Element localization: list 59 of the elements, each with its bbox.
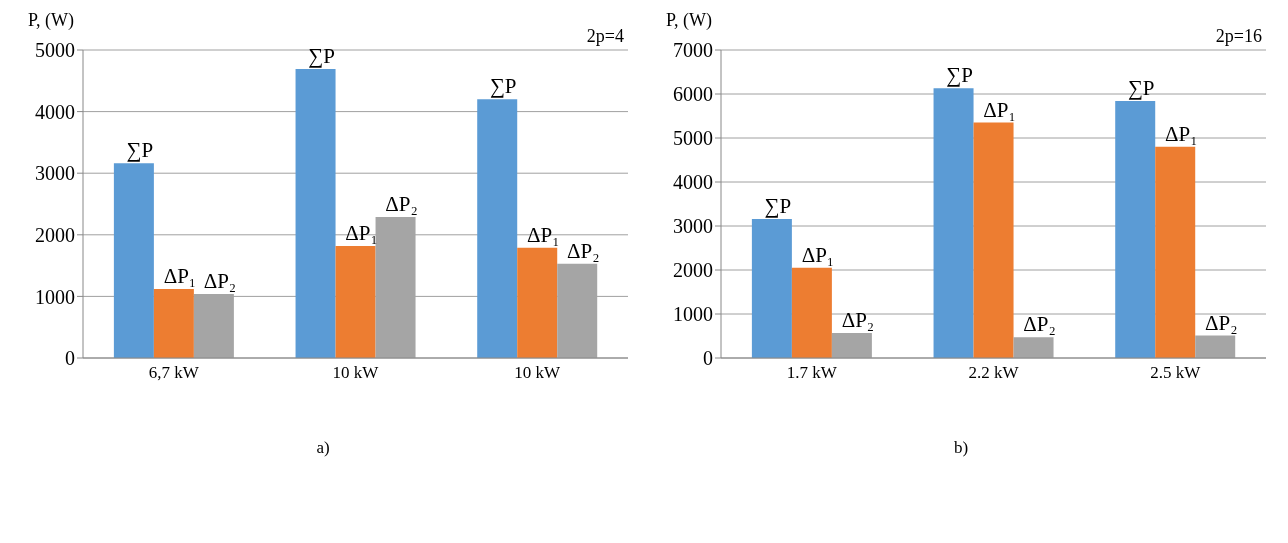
y-tick-label: 1000 bbox=[673, 303, 713, 326]
bar bbox=[517, 247, 558, 358]
y-tick-label: 3000 bbox=[673, 215, 713, 238]
x-tick-label: 10 kW bbox=[514, 363, 562, 383]
bar bbox=[933, 88, 974, 358]
x-tick-label: 10 kW bbox=[332, 363, 380, 383]
text: ∑P bbox=[1127, 76, 1155, 101]
series-label: ΔP₁ bbox=[801, 242, 835, 267]
series-label: ∑P bbox=[764, 193, 792, 218]
text: ΔP₂ bbox=[566, 238, 600, 263]
y-tick-label: 0 bbox=[65, 347, 75, 370]
series-label: ∑P bbox=[126, 138, 154, 163]
text: ΔP₂ bbox=[1023, 312, 1056, 337]
y-tick-label: 5000 bbox=[35, 39, 75, 62]
bar bbox=[751, 218, 792, 358]
bar bbox=[791, 267, 832, 358]
text: ΔP₁ bbox=[526, 222, 560, 247]
y-tick-label: 1000 bbox=[35, 285, 75, 308]
bar bbox=[1155, 146, 1196, 358]
text: ΔP₁ bbox=[345, 220, 378, 245]
x-tick-label: 6,7 kW bbox=[148, 363, 200, 383]
y-tick-label: 2000 bbox=[673, 259, 713, 282]
y-axis-title: P, (W) bbox=[666, 10, 712, 31]
y-tick-label: 7000 bbox=[673, 39, 713, 62]
series-label: ΔP₂ bbox=[203, 268, 237, 293]
bar bbox=[973, 122, 1014, 358]
y-tick-label: 5000 bbox=[673, 127, 713, 150]
text: ∑P bbox=[946, 63, 973, 88]
text: ΔP₁ bbox=[1164, 121, 1198, 146]
bar bbox=[1195, 335, 1236, 358]
text: ∑P bbox=[489, 74, 517, 99]
text: b) bbox=[952, 438, 970, 458]
text: 2p=4 bbox=[586, 26, 624, 47]
y-tick-label: 0 bbox=[703, 347, 713, 370]
bar bbox=[1115, 101, 1156, 358]
bar bbox=[295, 69, 336, 358]
x-tick-label: 2.5 kW bbox=[1150, 363, 1202, 383]
y-tick-label: 6000 bbox=[673, 83, 713, 106]
bar bbox=[831, 332, 872, 358]
text: ∑P bbox=[308, 44, 335, 69]
y-tick-label: 4000 bbox=[673, 171, 713, 194]
series-label: ΔP₂ bbox=[841, 307, 875, 332]
y-tick-label: 4000 bbox=[35, 100, 75, 123]
x-tick-label: 1.7 kW bbox=[786, 363, 838, 383]
bar bbox=[477, 99, 518, 358]
series-label: ΔP₁ bbox=[163, 264, 197, 289]
text: ΔP₁ bbox=[983, 97, 1016, 122]
x-tick-label: 2.2 kW bbox=[968, 363, 1020, 383]
text: a) bbox=[315, 438, 331, 458]
text: 2p=16 bbox=[1215, 26, 1262, 47]
text: ΔP₂ bbox=[1204, 310, 1238, 335]
y-tick-label: 2000 bbox=[35, 223, 75, 246]
y-tick-label: 3000 bbox=[35, 162, 75, 185]
bar bbox=[113, 163, 154, 358]
bar bbox=[1013, 337, 1054, 358]
bar bbox=[335, 245, 376, 358]
text: ΔP₂ bbox=[385, 191, 418, 216]
bar bbox=[153, 289, 194, 358]
y-axis-title: P, (W) bbox=[28, 10, 74, 31]
